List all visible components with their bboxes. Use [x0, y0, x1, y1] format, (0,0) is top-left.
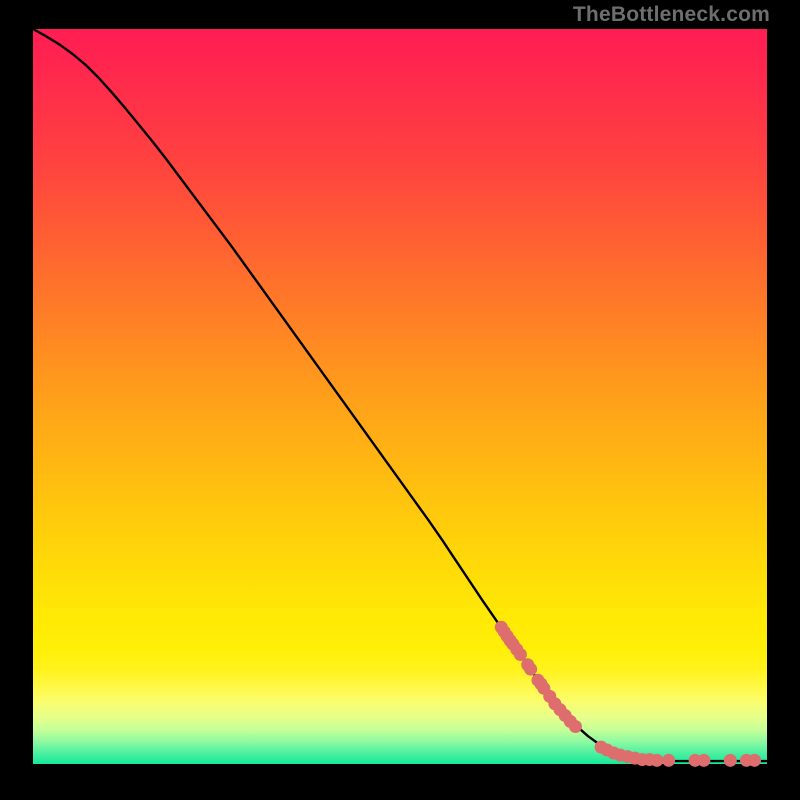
marker-dot: [724, 754, 737, 767]
marker-dot: [748, 754, 761, 767]
watermark-text: TheBottleneck.com: [573, 3, 770, 27]
marker-dot: [569, 720, 582, 733]
bottleneck-chart: [0, 0, 800, 800]
marker-dot: [524, 663, 537, 676]
plot-area: [33, 29, 767, 764]
marker-dot: [650, 754, 663, 767]
marker-dot: [697, 754, 710, 767]
marker-dot: [662, 754, 675, 767]
